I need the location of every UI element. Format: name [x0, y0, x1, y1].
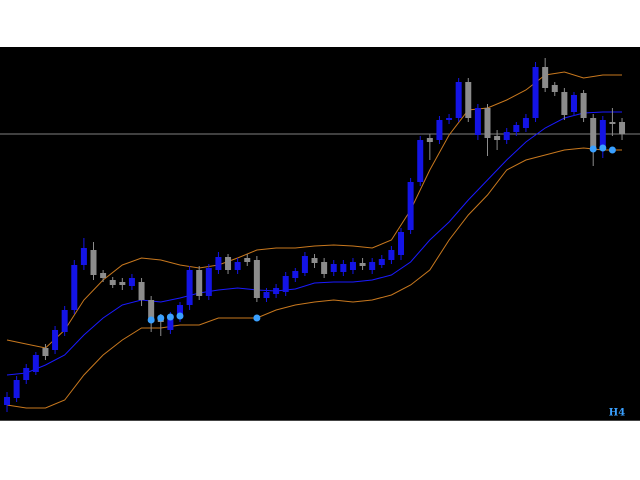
candle-body: [570, 95, 577, 112]
candle-body: [253, 260, 260, 298]
candle-body: [522, 118, 529, 128]
candle-body: [234, 262, 241, 270]
signal-dot: [157, 314, 165, 322]
indicator-line: [6, 71, 622, 349]
candle-body: [503, 132, 510, 140]
candle-body: [80, 248, 87, 265]
candle-body: [244, 258, 251, 262]
candle-body: [426, 138, 433, 142]
candle-body: [513, 125, 520, 132]
candle-body: [225, 257, 232, 270]
candle-body: [407, 182, 414, 230]
candle-body: [369, 262, 376, 270]
candle-body: [215, 257, 222, 270]
indicator-line: [6, 147, 622, 409]
candle-body: [273, 288, 280, 294]
signal-dot: [589, 145, 597, 153]
candle-body: [119, 282, 126, 285]
candle-body: [100, 273, 107, 278]
candle-body: [301, 256, 308, 273]
candle-body: [148, 300, 155, 322]
candle-body: [321, 262, 328, 274]
candle-body: [580, 93, 587, 118]
candle-body: [61, 310, 68, 332]
signal-dot: [253, 314, 261, 322]
candle-body: [609, 122, 616, 124]
candle-body: [186, 270, 193, 305]
candle-body: [128, 278, 135, 286]
candle-body: [455, 82, 462, 118]
candle-body: [138, 282, 145, 300]
candle-body: [532, 67, 539, 118]
candle-body: [311, 258, 318, 263]
candle-body: [619, 122, 626, 134]
candle-body: [167, 315, 174, 330]
candle-body: [4, 397, 11, 405]
signal-dot: [599, 144, 607, 152]
candle-body: [205, 268, 212, 296]
candle-body: [388, 250, 395, 260]
candle-body: [494, 136, 501, 140]
signal-dot: [608, 146, 616, 154]
candle-body: [340, 264, 347, 272]
candle-body: [398, 232, 405, 255]
candle-body: [292, 271, 299, 278]
candle-body: [378, 259, 385, 265]
candle-body: [196, 270, 203, 296]
timeframe-label: H4: [609, 408, 625, 419]
candle-body: [349, 262, 356, 270]
candle-body: [484, 108, 491, 138]
candle-body: [542, 67, 549, 88]
signal-dot: [147, 316, 155, 324]
candle-body: [13, 380, 20, 398]
candle-body: [282, 276, 289, 292]
candle-body: [417, 140, 424, 182]
candle-body: [32, 355, 39, 372]
signal-dot: [176, 312, 184, 320]
candle-body: [551, 85, 558, 92]
candle-body: [176, 305, 183, 318]
candle-body: [474, 108, 481, 135]
signal-dot: [166, 313, 174, 321]
candle-body: [436, 120, 443, 140]
candle-body: [590, 118, 597, 150]
candle-body: [359, 263, 366, 266]
indicator-line: [6, 111, 622, 376]
candle-body: [42, 348, 49, 356]
candle-body: [90, 250, 97, 275]
candle-body: [330, 264, 337, 272]
candle-body: [23, 368, 30, 380]
candle-body: [599, 120, 606, 150]
candle-body: [71, 265, 78, 310]
candle-body: [263, 292, 270, 298]
chart-background: [0, 47, 640, 420]
candle-body: [446, 118, 453, 120]
candle-body: [465, 82, 472, 118]
candle-body: [109, 280, 116, 285]
candle-body: [52, 330, 59, 350]
candle-body: [561, 92, 568, 115]
